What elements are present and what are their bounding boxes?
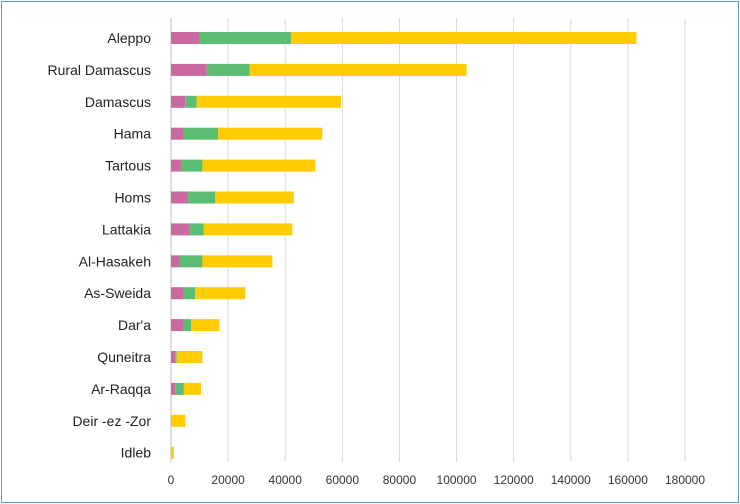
bar-segment-1 [171,223,190,236]
x-tick-label: 20000 [211,473,245,487]
bar-segment-3 [202,159,316,172]
category-label: Al-Hasakeh [79,253,151,269]
category-label: Aleppo [107,30,151,46]
category-label: Hama [114,126,152,142]
bar-segment-2 [175,382,184,395]
x-tick-labels: 0 20000 40000 60000 80000 100000 120000 140000 1… [168,473,706,487]
bar-segment-3 [215,191,294,204]
x-tick-label: 120000 [494,473,534,487]
category-label: As-Sweida [84,285,151,301]
bar-segment-1 [171,159,181,172]
bar-segment-1 [171,32,200,44]
bars [171,32,637,459]
category-label: Ar-Raqqa [91,381,151,397]
bar-segment-3 [196,95,341,108]
bar-segment-1 [171,127,184,140]
category-labels: Aleppo Rural Damascus Damascus Hama Tartous H… [48,30,152,461]
bar-segment-1 [171,287,184,300]
bar-segment-2 [189,223,204,236]
bar-segment-3 [195,287,246,300]
bar-segment-1 [171,319,184,332]
x-tick-label: 100000 [437,473,477,487]
bar-segment-3 [203,223,293,236]
bar-segment-3 [171,414,186,427]
category-label: Idleb [121,445,152,461]
category-label: Rural Damascus [48,62,151,78]
x-tick-label: 60000 [326,473,360,487]
category-label: Dar'a [118,317,151,333]
bar-segment-2 [183,287,196,300]
bar-segment-3 [218,127,323,140]
x-tick-label: 180000 [665,473,705,487]
category-label: Damascus [85,94,151,110]
bar-segment-1 [171,191,189,204]
bar-segment-2 [179,255,203,268]
bar-segment-3 [290,32,637,44]
category-label: Lattakia [102,221,151,237]
x-tick-label: 140000 [551,473,591,487]
bar-segment-2 [183,127,219,140]
bar-segment-3 [202,255,273,268]
bar-segment-2 [188,191,216,204]
bar-segment-3 [171,446,174,459]
x-tick-label: 160000 [608,473,648,487]
bar-segment-1 [171,95,186,108]
bar-segment-2 [180,159,203,172]
bar-segment-2 [199,32,291,44]
gridlines [170,18,686,462]
bar-segment-3 [183,382,201,395]
bar-segment-2 [183,319,191,332]
x-tick-label: 80000 [383,473,417,487]
bar-segment-1 [171,351,176,363]
bar-segment-1 [171,63,207,76]
category-label: Deir -ez -Zor [72,413,151,429]
bar-segment-2 [175,351,177,363]
bar-segment-3 [176,351,203,363]
bar-segment-1 [171,255,180,268]
x-tick-label: 0 [168,473,175,487]
category-label: Quneitra [97,349,151,365]
bar-segment-2 [206,63,250,76]
category-label: Homs [114,190,151,206]
x-tick-label: 40000 [269,473,303,487]
bar-segment-3 [249,63,467,76]
bar-segment-2 [185,95,197,108]
category-label: Tartous [105,158,151,174]
bar-segment-1 [171,382,176,395]
bar-segment-3 [190,319,220,332]
